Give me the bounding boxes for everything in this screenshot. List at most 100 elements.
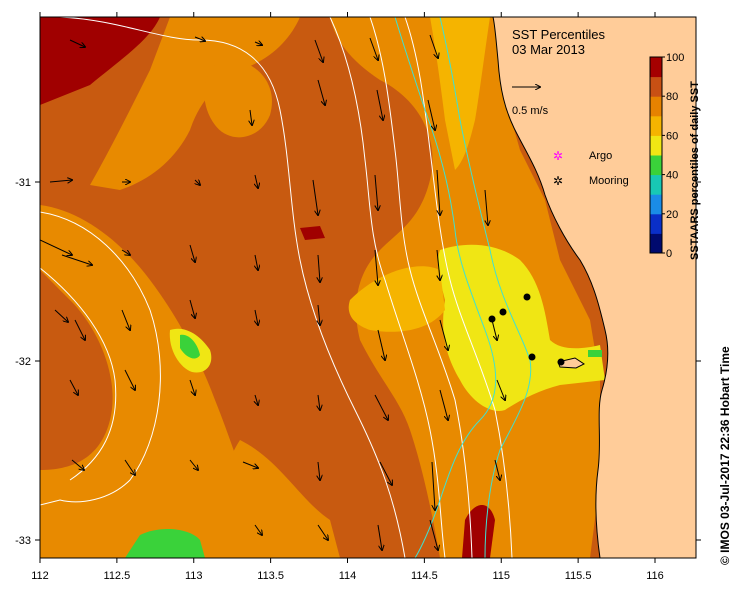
x-tick-label: 114.5 <box>411 570 438 582</box>
legend-mooring-symbol: ✲ <box>553 174 563 188</box>
current-vector <box>49 180 72 182</box>
current-vector <box>255 254 258 270</box>
vector-scale-label: 0.5 m/s <box>512 105 549 117</box>
x-tick-label: 115.5 <box>565 570 592 582</box>
current-vector <box>374 249 378 285</box>
colorbar-tick-label: 80 <box>666 91 678 103</box>
legend: ✲ Argo ✲ Mooring <box>553 149 629 188</box>
y-tick-label: -33 <box>15 535 31 547</box>
current-vector <box>194 37 205 41</box>
current-vector <box>121 309 130 330</box>
contour-line <box>404 17 513 558</box>
current-vector <box>484 189 488 225</box>
current-vector <box>312 179 318 215</box>
sst-field-green-patch-mid-inner <box>180 334 200 359</box>
colorbar-segment <box>650 96 662 117</box>
sst-field-orange-band-north <box>90 17 300 190</box>
x-tick-label: 113.5 <box>257 570 284 582</box>
sst-field-orange-band-west <box>40 205 270 558</box>
colorbar-segment <box>650 155 662 176</box>
current-vector <box>496 379 505 400</box>
current-vector <box>255 174 258 188</box>
current-vector <box>377 524 382 550</box>
sst-field-dark-red-blob-1 <box>300 226 325 240</box>
current-vector <box>121 249 130 255</box>
contour-line <box>369 17 473 558</box>
mooring-marker <box>528 353 536 361</box>
map-date: 03 Mar 2013 <box>512 42 585 57</box>
colorbar-tick-label: 60 <box>666 130 678 142</box>
current-vector <box>317 79 325 105</box>
current-vector <box>242 461 258 468</box>
contour-line <box>439 17 532 558</box>
sst-field-green-patch-coast <box>588 350 602 357</box>
current-vector <box>318 254 320 282</box>
current-vector <box>69 379 78 395</box>
current-vector <box>429 519 438 550</box>
current-vector <box>369 37 378 60</box>
y-tick-label: -31 <box>15 177 31 189</box>
current-vector <box>439 319 448 350</box>
colorbar-tick-label: 0 <box>666 248 672 260</box>
current-vector <box>250 109 252 125</box>
sst-field-max-region <box>40 17 160 105</box>
mooring-markers <box>488 293 565 366</box>
current-vector <box>436 249 440 280</box>
current-vector <box>431 461 435 510</box>
current-vector <box>195 180 200 185</box>
colorbar-tick-label: 20 <box>666 209 678 221</box>
current-vector <box>189 299 195 318</box>
colorbar: 0 20 40 60 80 100 <box>649 52 684 260</box>
current-vector <box>318 461 320 480</box>
current-vector <box>189 379 195 395</box>
current-vector <box>439 389 448 420</box>
current-vector <box>374 394 388 420</box>
legend-mooring-label: Mooring <box>589 175 629 187</box>
bathymetry-contours-white <box>40 17 513 558</box>
current-vector <box>379 461 392 485</box>
colorbar-segment <box>650 57 662 78</box>
current-vector <box>494 459 500 480</box>
mooring-marker <box>557 358 565 366</box>
colorbar-title: SSTAARS percentiles of daily SST <box>689 81 701 260</box>
colorbar-segment <box>650 233 662 254</box>
current-vector <box>254 524 262 535</box>
colorbar-segment <box>650 213 662 234</box>
imos-credit: © IMOS 03-Jul-2017 22:36 Hobart Time <box>718 346 732 565</box>
current-vector <box>124 459 135 475</box>
legend-argo-symbol: ✲ <box>553 149 563 163</box>
rottnest-island <box>557 357 585 369</box>
current-vector <box>189 459 198 470</box>
current-vector <box>374 174 378 210</box>
map-title: SST Percentiles <box>512 27 605 42</box>
current-vector <box>427 99 435 130</box>
legend-argo-label: Argo <box>589 150 612 162</box>
colorbar-tick-label: 40 <box>666 170 678 182</box>
current-vector <box>377 329 385 360</box>
current-vector <box>40 239 72 255</box>
current-vector <box>314 39 323 62</box>
sst-field-orange-south <box>218 440 340 558</box>
contour-line <box>40 211 161 506</box>
land-western-australia <box>492 17 696 558</box>
mooring-marker <box>488 315 496 323</box>
current-vector <box>74 319 85 340</box>
current-vector <box>429 34 438 58</box>
x-tick-label: 112 <box>31 570 49 582</box>
mooring-marker <box>523 293 531 301</box>
x-tick-label: 113 <box>185 570 203 582</box>
current-vector <box>254 42 262 45</box>
mooring-marker <box>499 308 507 316</box>
current-vector <box>491 319 497 340</box>
sst-field-green-patch-south <box>125 528 205 558</box>
x-tick-label: 114 <box>339 570 357 582</box>
x-axis-ticks: 112 112.5 113 113.5 114 114.5 115 115.5 116 <box>31 12 664 582</box>
current-vector <box>318 304 320 325</box>
sst-field-light-orange-patch <box>348 266 445 332</box>
sst-field-yellow-strip <box>430 17 490 170</box>
colorbar-segment <box>650 115 662 136</box>
current-vector <box>54 309 68 322</box>
current-vector <box>318 394 320 410</box>
colorbar-segment <box>650 174 662 195</box>
